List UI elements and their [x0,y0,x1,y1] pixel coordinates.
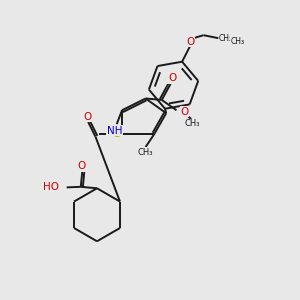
Text: O: O [180,107,188,117]
Text: O: O [168,74,176,83]
Text: NH: NH [107,126,122,136]
Text: O: O [78,161,86,171]
Text: CH₃: CH₃ [184,119,200,128]
Text: O: O [186,37,194,47]
Text: S: S [113,129,120,139]
Text: CH₃: CH₃ [231,37,245,46]
Text: O: O [83,112,92,122]
Text: CH₂: CH₂ [219,34,233,43]
Text: CH₃: CH₃ [137,148,153,157]
Text: HO: HO [43,182,59,192]
